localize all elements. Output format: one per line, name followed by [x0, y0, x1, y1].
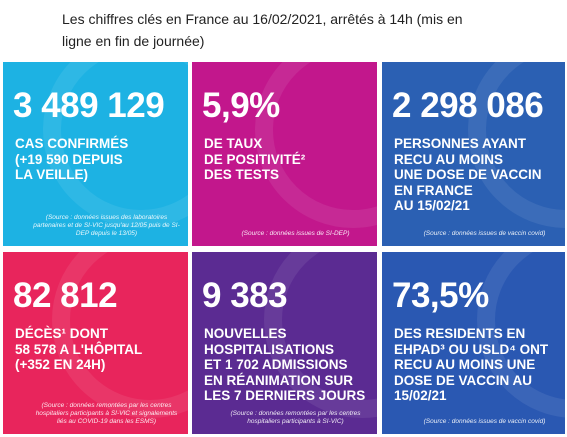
label-line: RECU AU MOINS UNE: [394, 357, 536, 372]
label-line: (+19 590 DEPUIS: [15, 151, 123, 167]
label-line: DES TESTS: [204, 167, 280, 182]
header-title: Les chiffres clés en France au 16/02/202…: [62, 11, 463, 49]
stat-number: 73,5%: [392, 276, 489, 315]
label-line: CAS CONFIRMÉS: [15, 136, 129, 151]
stat-label: DE TAUX DE POSITIVITÉ² DES TESTS: [204, 136, 305, 183]
stat-label: NOUVELLES HOSPITALISATIONS ET 1 702 ADMISS…: [204, 326, 365, 404]
stat-label: PERSONNES AYANT RECU AU MOINS UNE DOSE DE …: [394, 136, 542, 214]
label-line: HOSPITALISATIONS: [204, 341, 335, 357]
stat-tile: 73,5% DES RESIDENTS EN EHPAD³ OU USLD⁴ ONT…: [382, 252, 565, 434]
stat-number: 3 489 129: [13, 86, 165, 125]
stat-label: CAS CONFIRMÉS (+19 590 DEPUIS LA VEILLE): [15, 136, 128, 183]
label-line: DE TAUX: [204, 136, 263, 151]
source-note: (Source : données issues de vaccin covid…: [423, 230, 546, 237]
label-line: NOUVELLES: [204, 326, 287, 341]
source-note: (Source : données remontées par les cent…: [35, 402, 178, 425]
label-line: ET 1 702 ADMISSIONS: [204, 357, 348, 372]
label-line: UNE DOSE DE VACCIN: [394, 167, 542, 182]
label-line: RECU AU MOINS: [394, 151, 504, 167]
label-line: PERSONNES AYANT: [394, 136, 527, 151]
stat-tile: 9 383 NOUVELLES HOSPITALISATIONS ET 1 702 A…: [192, 252, 377, 434]
stat-label: DÉCÈS¹ DONT 58 578 A L'HÔPITAL (+352 EN 24…: [15, 326, 142, 373]
label-line: EHPAD³ OU USLD⁴ ONT: [394, 341, 549, 357]
stat-label: DES RESIDENTS EN EHPAD³ OU USLD⁴ ONT RECU …: [394, 326, 548, 404]
stat-tile: 3 489 129 CAS CONFIRMÉS (+19 590 DEPUIS LA …: [3, 62, 188, 246]
stat-tile: 5,9% DE TAUX DE POSITIVITÉ² DES TESTS (Sourc…: [192, 62, 377, 246]
label-line: (+352 EN 24H): [15, 357, 106, 372]
stat-number: 9 383: [202, 276, 288, 315]
stat-number: 2 298 086: [392, 86, 544, 125]
label-line: DE POSITIVITÉ²: [204, 151, 306, 167]
stat-tile: 2 298 086 PERSONNES AYANT RECU AU MOINS UNE…: [382, 62, 565, 246]
label-line: LES 7 DERNIERS JOURS: [204, 388, 366, 403]
source-note: (Source : données remontées par les cent…: [230, 410, 361, 425]
label-line: 58 578 A L'HÔPITAL: [15, 341, 143, 357]
label-line: DÉCÈS¹ DONT: [15, 326, 109, 341]
label-line: 15/02/21: [394, 388, 447, 403]
source-note: (Source : données issues des laboratoire…: [33, 214, 180, 237]
source-note: (Source : données issues de SI-DEP): [241, 230, 350, 237]
label-line: EN FRANCE: [394, 182, 473, 198]
label-line: DOSE DE VACCIN AU: [394, 372, 533, 388]
label-line: DES RESIDENTS EN: [394, 326, 526, 341]
label-line: LA VEILLE): [15, 167, 88, 182]
label-line: EN RÉANIMATION SUR: [204, 372, 354, 388]
stat-tile: 82 812 DÉCÈS¹ DONT 58 578 A L'HÔPITAL (+352…: [3, 252, 188, 434]
label-line: AU 15/02/21: [394, 198, 470, 213]
stat-number: 82 812: [13, 276, 118, 315]
stat-number: 5,9%: [202, 86, 280, 125]
source-note: (Source : données issues de vaccin covid…: [423, 418, 546, 425]
